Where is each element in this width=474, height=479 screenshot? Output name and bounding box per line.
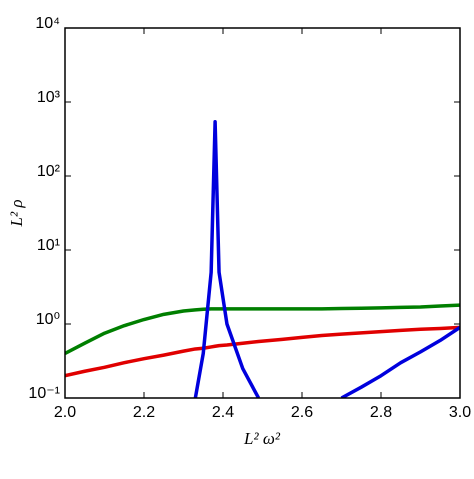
x-tick-label: 2.0 — [54, 404, 76, 421]
y-tick-label: 10⁴ — [35, 15, 60, 32]
y-tick-label: 10² — [37, 163, 61, 180]
x-tick-label: 2.6 — [291, 404, 313, 421]
x-tick-label: 2.2 — [133, 404, 155, 421]
x-axis-label: L² ω² — [243, 429, 281, 448]
series-line — [65, 325, 460, 378]
y-tick-label: 10⁰ — [36, 311, 60, 328]
y-axis-label: L² ρ — [7, 200, 26, 228]
y-tick-label: 10⁻¹ — [28, 385, 60, 402]
x-tick-label: 3.0 — [449, 404, 471, 421]
plot-frame — [64, 27, 461, 399]
x-tick-label: 2.8 — [370, 404, 392, 421]
y-tick-label: 10¹ — [37, 237, 60, 254]
y-tick-label: 10³ — [37, 89, 61, 106]
series-line — [193, 120, 460, 398]
x-tick-label: 2.4 — [212, 404, 234, 421]
series-line — [65, 303, 460, 356]
